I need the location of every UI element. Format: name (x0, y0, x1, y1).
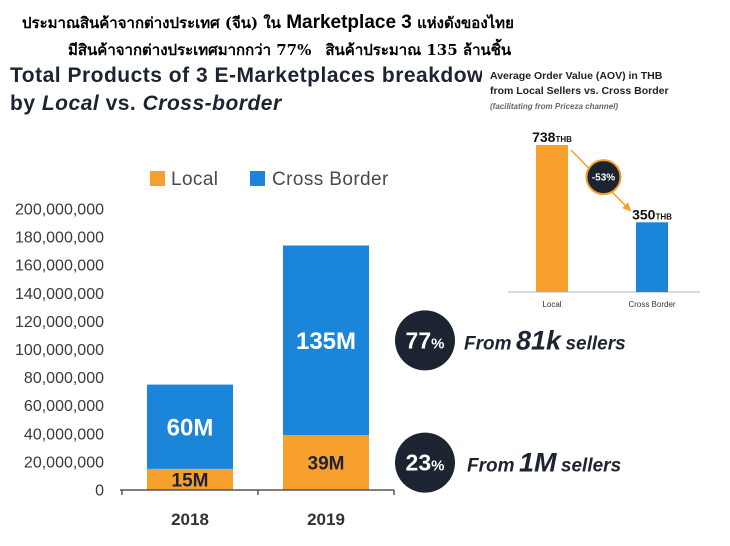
percent-badge-text: 77% (406, 327, 445, 353)
bar-2018-local (147, 468, 233, 490)
seller-count-suffix: sellers (565, 333, 625, 354)
percent-badge (395, 310, 455, 371)
chart-legend: Local Cross Border (150, 169, 389, 190)
aov-chart-title: Average Order Value (AOV) in THB from Lo… (490, 69, 669, 98)
seller-count-value: 81k (516, 325, 563, 355)
y-tick-label: 80,000,000 (24, 370, 104, 387)
y-tick-label: 200,000,000 (15, 202, 104, 219)
aov-category-label-cross-border: Cross Border (628, 300, 675, 309)
title-word-vs: vs. (105, 92, 137, 115)
bars: 15M 60M 39M 135M (147, 245, 369, 491)
decrease-badge-circle (585, 159, 622, 196)
thai-headline-line-1: ประมาณสินค้าจากต่างประเทศ (จีน) ใน Marke… (22, 10, 514, 36)
y-tick-label: 60,000,000 (24, 398, 104, 415)
thai-subline-text-a: มีสินค้าจากต่างประเทศมากกว่า 77% (68, 41, 312, 59)
title-word-by: by (10, 92, 36, 115)
bar-value-label-2018-cross-border: 60M (167, 414, 214, 441)
decrease-percent: -53% (592, 173, 615, 184)
aov-bar-cross-border (636, 222, 668, 292)
bar-2019-local (283, 435, 369, 490)
aov-inset-panel: Average Order Value (AOV) in THB from Lo… (482, 62, 730, 316)
y-tick-label: 120,000,000 (15, 314, 104, 331)
callout-local-share: 23% From 1M sellers (395, 432, 621, 493)
y-tick-label: 160,000,000 (15, 258, 104, 275)
x-axis: 2018 2019 (120, 489, 395, 529)
chart-title: Total Products of 3 E-Marketplaces break… (10, 64, 484, 87)
marketplace-highlight: Marketplace 3 (286, 12, 412, 33)
x-tick-label-2018: 2018 (171, 510, 209, 529)
seller-count-label: From 1M sellers (467, 448, 621, 478)
aov-value-unit: THB (655, 212, 672, 221)
aov-subtitle: (facilitating from Priceza channel) (490, 102, 619, 111)
title-word-cross-border: Cross-border (142, 92, 282, 115)
aov-title-line-2: from Local Sellers vs. Cross Border (490, 84, 669, 97)
percent-value: 23 (406, 450, 432, 476)
thai-headline-text-c: แห่งดังของไทย (417, 14, 514, 32)
seller-count-value: 1M (519, 448, 557, 478)
aov-title-line-1: Average Order Value (AOV) in THB (490, 70, 663, 82)
bar-value-label-2019-cross-border: 135M (296, 328, 356, 355)
legend-label-local: Local (171, 169, 218, 190)
y-tick-label: 100,000,000 (15, 342, 104, 359)
y-tick-label: 40,000,000 (24, 426, 104, 443)
percent-value: 77 (406, 327, 432, 353)
seller-count-prefix: From (467, 456, 515, 477)
legend-swatch-cross-border (250, 171, 265, 186)
y-tick-label: 0 (95, 483, 104, 500)
seller-count-prefix: From (464, 333, 512, 354)
aov-value-label-local: 738THB (532, 129, 572, 145)
thai-headline-text-a: ประมาณสินค้าจากต่างประเทศ (จีน) ใน (22, 14, 281, 32)
percent-symbol: % (431, 458, 444, 475)
bar-value-label-2019-local: 39M (308, 453, 345, 474)
thai-headline-line-2: มีสินค้าจากต่างประเทศมากกว่า 77% สินค้าปร… (68, 37, 511, 63)
bar-2018-cross-border (147, 384, 233, 469)
percent-symbol: % (431, 335, 444, 352)
callout-cross-border-share: 77% From 81k sellers (395, 310, 626, 371)
bar-2019-cross-border (283, 245, 369, 436)
legend-label-cross-border: Cross Border (272, 169, 389, 190)
decrease-arrowhead (622, 202, 632, 212)
x-tick-label-2019: 2019 (307, 510, 345, 529)
percent-badge (395, 432, 455, 493)
seller-count-label: From 81k sellers (464, 325, 626, 355)
seller-count-suffix: sellers (561, 456, 621, 477)
percent-badge-text: 23% (406, 450, 445, 476)
legend-swatch-local (150, 171, 165, 186)
y-tick-label: 20,000,000 (24, 454, 104, 471)
aov-value-number: 350 (632, 206, 656, 222)
thai-subline-text-b: สินค้าประมาณ 135 ล้านชิ้น (325, 41, 512, 59)
aov-value-number: 738 (532, 129, 556, 145)
aov-category-label-local: Local (542, 300, 561, 309)
aov-value-unit: THB (555, 135, 572, 144)
aov-value-label-cross-border: 350THB (632, 206, 672, 222)
title-word-local: Local (41, 92, 100, 115)
y-axis: 0 20,000,000 40,000,000 60,000,000 80,000,00… (15, 202, 104, 500)
y-tick-label: 180,000,000 (15, 230, 104, 247)
chart-title-line-2: by Local vs. Cross-border (10, 90, 282, 118)
y-tick-label: 140,000,000 (15, 286, 104, 303)
bar-value-label-2018-local: 15M (172, 470, 209, 491)
aov-bar-local (536, 145, 568, 292)
decrease-badge: -53% (585, 159, 622, 196)
